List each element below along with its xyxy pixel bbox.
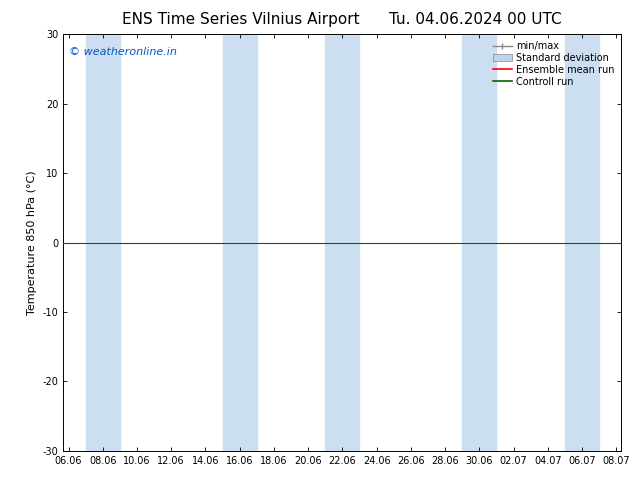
Text: © weatheronline.in: © weatheronline.in xyxy=(69,47,177,57)
Bar xyxy=(86,34,120,451)
Y-axis label: Temperature 850 hPa (°C): Temperature 850 hPa (°C) xyxy=(27,170,37,315)
Text: Tu. 04.06.2024 00 UTC: Tu. 04.06.2024 00 UTC xyxy=(389,12,562,27)
Bar xyxy=(565,34,599,451)
Text: ENS Time Series Vilnius Airport: ENS Time Series Vilnius Airport xyxy=(122,12,359,27)
Bar xyxy=(462,34,496,451)
Legend: min/max, Standard deviation, Ensemble mean run, Controll run: min/max, Standard deviation, Ensemble me… xyxy=(491,39,616,89)
Bar xyxy=(325,34,359,451)
Bar xyxy=(223,34,257,451)
